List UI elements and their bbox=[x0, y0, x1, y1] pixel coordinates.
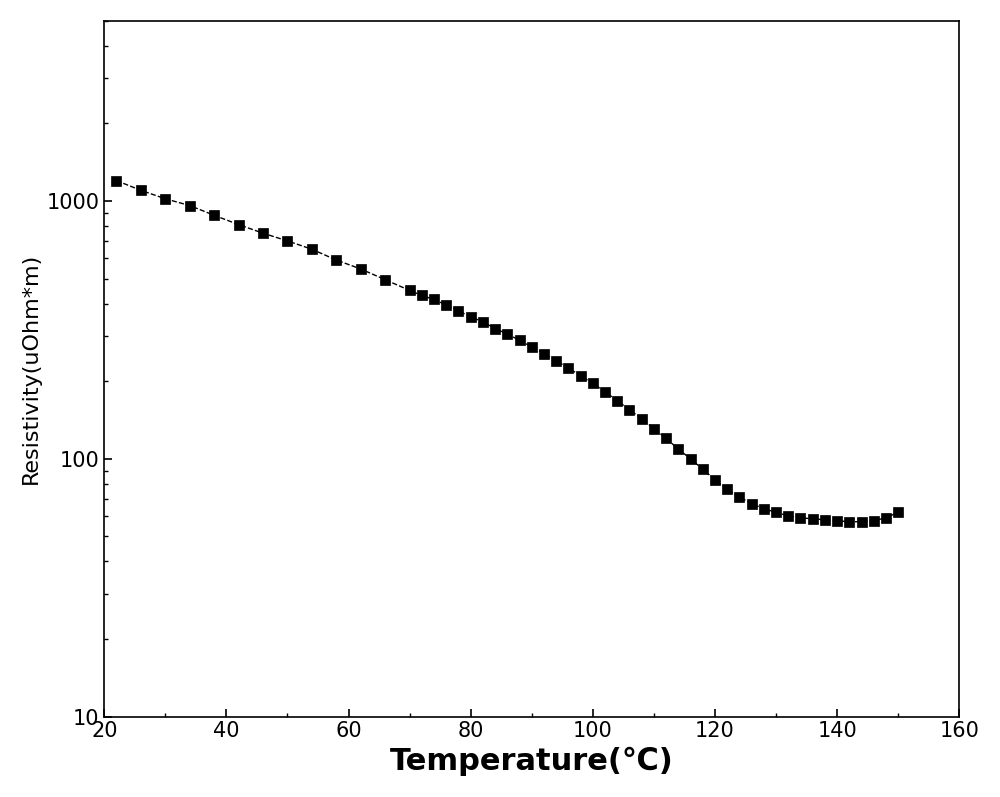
X-axis label: Temperature(℃): Temperature(℃) bbox=[390, 747, 674, 776]
Y-axis label: Resistivity(uOhm*m): Resistivity(uOhm*m) bbox=[21, 253, 41, 485]
